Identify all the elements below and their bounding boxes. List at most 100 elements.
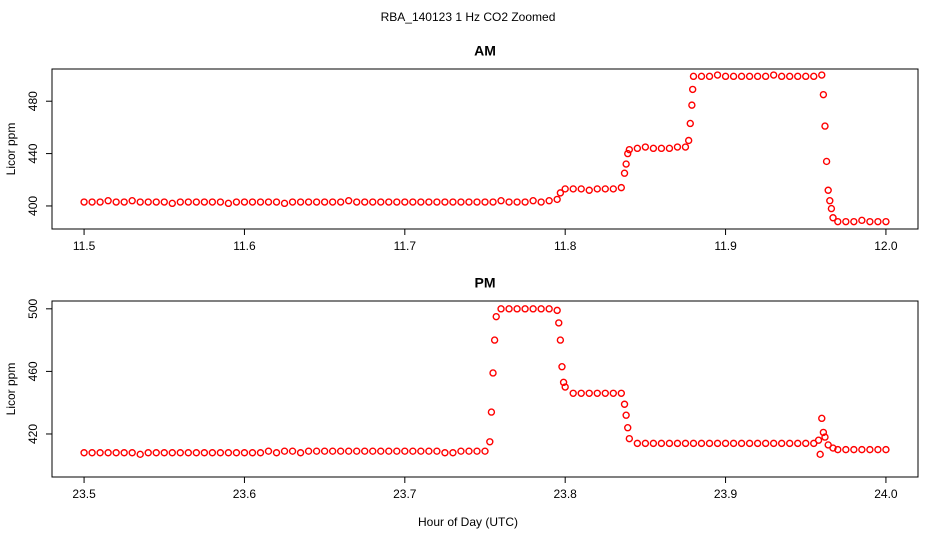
data-point [256,449,265,457]
data-point [545,197,553,205]
x-tick-label: 23.8 [554,487,578,501]
data-point [160,449,168,457]
data-point [487,408,496,416]
data-point [802,72,810,81]
data-point [216,449,225,457]
figure-title: RBA_140123 1 Hz CO2 Zoomed [381,10,556,24]
data-point [208,198,217,206]
data-point [585,389,593,398]
data-point [168,199,176,208]
data-point [624,149,632,158]
x-tick-label: 23.7 [393,487,417,501]
data-point [136,450,144,459]
data-point [633,439,642,448]
data-point [433,447,441,455]
data-point [280,447,289,455]
data-point [827,204,836,213]
data-point [761,439,770,448]
data-point [104,197,112,205]
data-point [264,198,273,206]
data-point [824,186,832,194]
data-point [689,439,698,448]
data-point [152,198,160,206]
x-tick-label: 12.0 [874,239,898,253]
data-point [272,449,281,457]
data-point [641,439,650,448]
data-point [577,185,585,193]
data-point [786,439,794,448]
data-point [821,122,829,130]
data-point [449,449,457,457]
data-point [665,144,674,153]
data-point [569,185,577,193]
data-point [497,197,505,205]
data-point [369,198,377,206]
data-point [529,305,537,313]
data-point [192,449,201,457]
data-point [489,369,497,377]
data-point [288,198,297,206]
data-point [882,445,890,454]
data-point [481,447,489,455]
data-point [320,447,329,455]
data-point [104,449,112,457]
data-point [769,71,778,79]
data-point [192,198,201,206]
plot-box [51,300,919,478]
data-point [729,439,738,448]
data-point [489,198,497,206]
data-point [819,90,828,99]
data-point [686,119,694,128]
x-tick-label: 11.5 [73,239,96,253]
data-point [457,198,465,206]
data-point [729,72,738,81]
data-point [120,449,128,457]
data-point [417,198,425,206]
data-point [377,198,385,206]
data-point [513,198,521,206]
data-point [681,143,690,151]
data-point [264,447,273,455]
data-point [617,183,626,192]
data-point [585,186,593,194]
data-point [112,449,120,457]
data-point [465,447,473,455]
data-point [144,198,152,206]
data-point [497,305,505,313]
data-point [874,217,882,226]
data-point [818,414,826,423]
data-point [513,305,521,313]
y-axis-label: Licor ppm [4,363,18,416]
data-point [473,198,481,206]
data-point [344,447,353,455]
data-point [761,72,770,81]
data-point [657,144,666,153]
data-point [344,197,353,205]
data-point [200,198,209,206]
data-point [681,439,690,448]
data-point [361,198,369,206]
data-point [409,447,417,455]
y-tick-label: 420 [26,424,40,444]
data-point [697,72,706,81]
data-point [336,447,345,455]
data-point [721,72,730,81]
data-point [689,72,698,81]
data-point [393,447,401,455]
data-point [320,198,329,206]
data-point [88,449,96,457]
data-point [753,439,762,448]
data-point [559,378,568,387]
x-tick-label: 11.8 [554,239,577,253]
data-point [529,197,537,205]
data-point [457,447,465,455]
data-point [184,449,193,457]
x-tick-label: 23.9 [714,487,738,501]
data-point [304,447,313,455]
data-point [256,198,265,206]
data-point [417,447,425,455]
data-point [810,72,818,81]
data-point [176,198,184,206]
data-point [521,198,529,206]
